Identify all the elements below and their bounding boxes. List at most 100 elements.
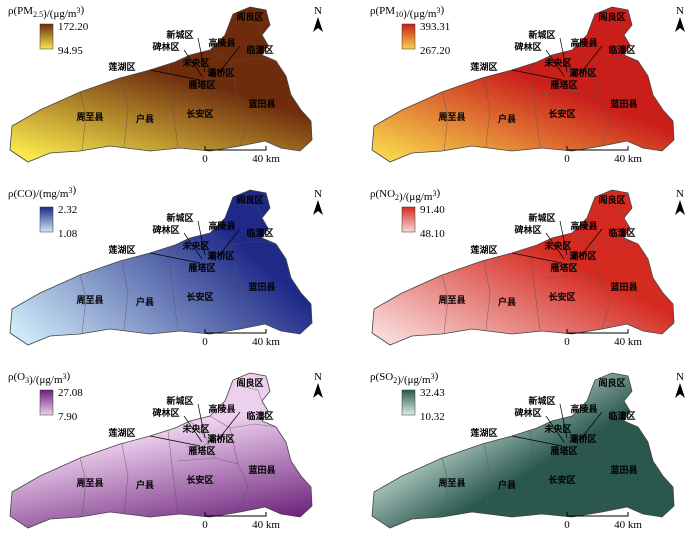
district-label: 周至县 — [438, 112, 465, 123]
district-label: 临潼区 — [608, 227, 635, 239]
title-part: 3 — [76, 6, 80, 15]
leader-line — [511, 435, 563, 447]
district-boundary — [441, 91, 449, 152]
district-label: 灞桥区 — [569, 67, 596, 79]
district-boundary — [121, 260, 129, 331]
legend-min: 48.10 — [420, 228, 445, 240]
title-part: )/(μg/m — [43, 8, 77, 20]
district-label: 长安区 — [186, 474, 213, 486]
scale-bar — [204, 146, 267, 151]
district-boundary — [601, 385, 625, 402]
district-label: 雁塔区 — [550, 262, 577, 274]
north-arrow — [313, 383, 323, 398]
legend-max: 27.08 — [58, 387, 83, 399]
district-label: 高陵县 — [570, 37, 597, 49]
scale-start: 0 — [202, 519, 208, 531]
legend-min: 1.08 — [58, 228, 78, 240]
district-label: 未央区 — [543, 423, 571, 435]
district-label: 雁塔区 — [188, 262, 215, 274]
district-label: 户县 — [136, 479, 154, 491]
district-label: 户县 — [498, 113, 516, 125]
district-label: 阎良区 — [236, 11, 263, 23]
title-part: ) — [80, 4, 84, 16]
leader-line — [217, 45, 241, 75]
color-bar — [401, 206, 416, 233]
district-label: 周至县 — [438, 478, 465, 489]
map-panel: ρ(PM2.5)/(μg/m3)172.2094.95阎良区新城区高陵县碑林区临… — [8, 4, 323, 165]
leader-line — [217, 228, 241, 258]
leader-line — [559, 37, 568, 73]
district-boundary — [601, 202, 625, 219]
district-boundary — [121, 77, 129, 148]
leader-line — [559, 220, 568, 256]
district-label: 户县 — [498, 296, 516, 308]
color-bar — [39, 23, 54, 50]
district-boundary — [229, 57, 277, 63]
title-part: ) — [440, 4, 444, 16]
north-label: N — [314, 5, 322, 17]
district-label: 蓝田县 — [248, 281, 275, 293]
district-boundary — [551, 420, 578, 459]
north-arrow — [675, 383, 685, 398]
district-label: 临潼区 — [608, 44, 635, 56]
leader-line — [149, 69, 201, 81]
legend-min: 10.32 — [420, 411, 445, 423]
district-label: 灞桥区 — [569, 433, 596, 445]
north-label: N — [676, 188, 684, 200]
district-label: 未央区 — [543, 57, 571, 69]
district-boundary — [239, 19, 263, 36]
district-label: 周至县 — [76, 295, 103, 306]
color-bar — [39, 389, 54, 416]
district-label: 未央区 — [181, 423, 209, 435]
district-boundary — [189, 420, 216, 459]
district-label: 雁塔区 — [188, 79, 215, 91]
district-label: 蓝田县 — [248, 98, 275, 110]
district-label: 莲湖区 — [470, 244, 497, 256]
leader-line — [545, 49, 565, 77]
district-label: 长安区 — [548, 108, 575, 120]
panel-title: ρ(CO)/(mg/m3) — [8, 184, 76, 200]
district-boundary — [591, 240, 639, 246]
leader-line — [511, 69, 563, 81]
panel-title: ρ(PM2.5)/(μg/m3) — [8, 4, 84, 20]
scale-start: 0 — [564, 336, 570, 348]
district-boundary — [441, 274, 449, 335]
district-boundary — [229, 423, 277, 429]
title-part: 2.5 — [33, 10, 43, 19]
leader-line — [579, 228, 603, 258]
north-label: N — [314, 188, 322, 200]
scale-start: 0 — [202, 336, 208, 348]
title-part: ) — [72, 184, 76, 196]
district-boundary — [601, 19, 625, 36]
district-label: 碑林区 — [514, 407, 541, 419]
district-label: 新城区 — [166, 212, 193, 224]
district-boundary — [121, 443, 129, 514]
district-boundary — [529, 247, 541, 332]
district-label: 阎良区 — [598, 194, 625, 206]
district-label: 长安区 — [548, 474, 575, 486]
district-boundary — [185, 257, 213, 266]
district-label: 新城区 — [166, 395, 193, 407]
district-label: 户县 — [136, 296, 154, 308]
scale-end: 40 km — [252, 153, 280, 165]
district-label: 灞桥区 — [207, 433, 234, 445]
leader-line — [545, 232, 565, 260]
panel-title: ρ(O3)/(μg/m3) — [8, 370, 71, 386]
title-part: 3 — [63, 372, 67, 381]
north-label: N — [676, 5, 684, 17]
district-boundary — [529, 64, 541, 149]
title-part: ) — [67, 370, 71, 382]
district-boundary — [167, 430, 179, 515]
district-boundary — [79, 91, 87, 152]
region — [371, 189, 675, 346]
region — [9, 6, 313, 163]
district-label: 周至县 — [438, 295, 465, 306]
district-label: 长安区 — [548, 291, 575, 303]
leader-line — [149, 435, 201, 447]
scale-end: 40 km — [614, 519, 642, 531]
district-label: 户县 — [136, 113, 154, 125]
scale-end: 40 km — [614, 336, 642, 348]
title-part: ρ(NO — [370, 188, 395, 200]
